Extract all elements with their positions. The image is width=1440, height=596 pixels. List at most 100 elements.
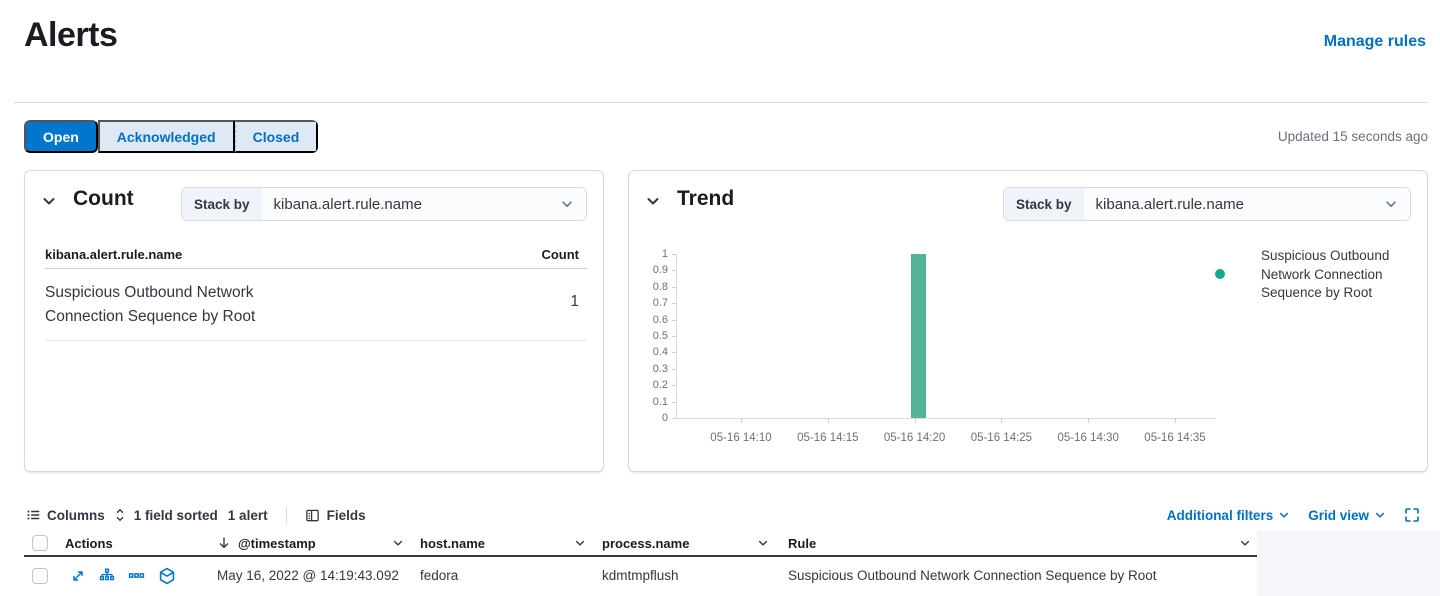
table-row: May 16, 2022 @ 14:19:43.092 fedora kdmtm… bbox=[24, 557, 1257, 594]
x-tick-mark bbox=[827, 418, 829, 423]
y-tick-mark bbox=[672, 401, 676, 403]
tab-closed[interactable]: Closed bbox=[234, 120, 319, 153]
analyzer-graph-icon[interactable] bbox=[99, 568, 115, 584]
fullscreen-icon bbox=[1404, 507, 1420, 523]
column-menu-chevron-icon[interactable] bbox=[574, 537, 586, 549]
y-tick-mark bbox=[672, 368, 676, 370]
trend-stack-by-value: kibana.alert.rule.name bbox=[1095, 195, 1244, 213]
y-axis-label: 0.3 bbox=[652, 362, 668, 375]
header-checkbox-cell bbox=[24, 535, 56, 551]
header-timestamp[interactable]: @timestamp bbox=[208, 536, 410, 551]
tab-open[interactable]: Open bbox=[24, 120, 98, 153]
fields-button-label: Fields bbox=[326, 507, 366, 523]
chevron-down-icon bbox=[1278, 509, 1290, 521]
sort-icon bbox=[113, 508, 127, 522]
y-tick-mark bbox=[672, 336, 676, 337]
legend-series-label[interactable]: Suspicious Outbound Network Connection S… bbox=[1261, 248, 1390, 300]
grid-view-button[interactable]: Grid view bbox=[1308, 508, 1386, 523]
toolbar-divider bbox=[285, 507, 287, 523]
count-table-row-rule bbox=[45, 340, 587, 341]
alerts-table-header-row: Actions @timestamp host.name process.nam… bbox=[24, 531, 1257, 557]
count-stack-by-label: Stack by bbox=[182, 188, 262, 220]
y-axis-label: 0.1 bbox=[652, 395, 668, 408]
y-axis-label: 0.7 bbox=[652, 297, 668, 310]
row-process-name[interactable]: kdmtmpflush bbox=[602, 568, 679, 583]
y-axis-label: 0.2 bbox=[652, 379, 668, 392]
column-menu-chevron-icon[interactable] bbox=[757, 537, 769, 549]
count-panel-title: Count bbox=[73, 187, 134, 210]
fields-table-icon bbox=[305, 508, 320, 523]
additional-filters-label: Additional filters bbox=[1166, 507, 1274, 523]
count-table-header-rule bbox=[45, 268, 587, 269]
columns-button[interactable]: Columns bbox=[26, 508, 105, 523]
x-axis-line bbox=[676, 418, 1216, 419]
trend-bar bbox=[910, 254, 926, 418]
session-view-icon[interactable] bbox=[158, 567, 176, 585]
row-host-name[interactable]: fedora bbox=[420, 568, 459, 583]
column-menu-chevron-icon[interactable] bbox=[392, 537, 404, 549]
row-actions-cell bbox=[56, 567, 208, 585]
header-timestamp-label: @timestamp bbox=[238, 535, 316, 551]
count-table-field-header: kibana.alert.rule.name bbox=[45, 247, 183, 262]
header-host-label: host.name bbox=[420, 535, 486, 551]
grid-view-label: Grid view bbox=[1308, 507, 1369, 523]
row-checkbox-cell bbox=[24, 567, 56, 584]
count-stack-by-value: kibana.alert.rule.name bbox=[273, 195, 422, 213]
header-host-name[interactable]: host.name bbox=[410, 536, 592, 551]
sorted-fields-label: 1 field sorted bbox=[133, 507, 218, 523]
x-tick-mark bbox=[1088, 418, 1090, 423]
additional-filters-button[interactable]: Additional filters bbox=[1167, 508, 1291, 523]
y-tick-mark bbox=[672, 270, 676, 272]
more-actions-icon[interactable] bbox=[128, 567, 145, 584]
status-filter-group: Open Acknowledged Closed bbox=[24, 120, 319, 153]
sorted-fields-button[interactable]: 1 field sorted bbox=[113, 508, 218, 523]
row-checkbox[interactable] bbox=[32, 567, 48, 584]
trend-collapse-chevron-icon[interactable] bbox=[645, 193, 661, 209]
trend-stack-by-label: Stack by bbox=[1004, 188, 1084, 220]
x-axis-label: 05-16 14:30 bbox=[1057, 432, 1119, 444]
trend-stack-by-control: Stack by kibana.alert.rule.name bbox=[1003, 187, 1411, 221]
count-stack-by-select[interactable]: kibana.alert.rule.name bbox=[261, 188, 586, 220]
alert-count-badge: 1 alert bbox=[227, 507, 268, 523]
y-axis-label: 0.9 bbox=[652, 264, 668, 277]
x-axis-label: 05-16 14:15 bbox=[797, 432, 859, 444]
count-table-count-header: Count bbox=[541, 247, 579, 262]
manage-rules-link[interactable]: Manage rules bbox=[1323, 33, 1426, 50]
header-actions: Actions bbox=[56, 536, 208, 551]
expand-alert-icon[interactable] bbox=[70, 568, 86, 584]
y-tick-mark bbox=[672, 303, 676, 305]
header-rule[interactable]: Rule bbox=[775, 536, 1257, 551]
count-collapse-chevron-icon[interactable] bbox=[41, 193, 57, 209]
row-rule[interactable]: Suspicious Outbound Network Connection S… bbox=[788, 568, 1157, 583]
row-timestamp[interactable]: May 16, 2022 @ 14:19:43.092 bbox=[217, 568, 399, 583]
column-menu-chevron-icon[interactable] bbox=[1239, 537, 1251, 549]
count-stack-by-control: Stack by kibana.alert.rule.name bbox=[181, 187, 587, 221]
header-rule-label: Rule bbox=[788, 535, 817, 551]
chevron-down-icon bbox=[1374, 509, 1386, 521]
fullscreen-button[interactable] bbox=[1404, 507, 1420, 523]
select-all-checkbox[interactable] bbox=[32, 535, 48, 551]
chevron-down-icon bbox=[1384, 197, 1398, 211]
y-axis-label: 0.4 bbox=[652, 346, 668, 359]
count-table-row-field: Suspicious Outbound Network Connection S… bbox=[45, 284, 256, 325]
header-process-name[interactable]: process.name bbox=[592, 536, 775, 551]
header-process-label: process.name bbox=[602, 535, 690, 551]
header-divider bbox=[14, 102, 1428, 103]
y-tick-mark bbox=[672, 352, 676, 354]
y-axis-label: 0.6 bbox=[652, 313, 668, 326]
y-tick-mark bbox=[672, 254, 676, 255]
columns-list-icon bbox=[26, 508, 40, 522]
page-title: Alerts bbox=[24, 16, 118, 54]
trend-stack-by-select[interactable]: kibana.alert.rule.name bbox=[1083, 188, 1410, 220]
y-axis-label: 0.8 bbox=[652, 280, 668, 293]
alerts-table: Actions @timestamp host.name process.nam… bbox=[24, 531, 1257, 596]
chevron-down-icon bbox=[560, 197, 574, 211]
x-axis-label: 05-16 14:20 bbox=[883, 432, 946, 444]
y-tick-mark bbox=[672, 385, 676, 387]
sort-descending-arrow-icon bbox=[217, 536, 231, 550]
tab-acknowledged[interactable]: Acknowledged bbox=[97, 120, 235, 153]
updated-status-text: Updated 15 seconds ago bbox=[1277, 129, 1428, 144]
x-axis-label: 05-16 14:10 bbox=[710, 432, 772, 444]
y-axis-label: 1 bbox=[661, 248, 668, 260]
fields-button[interactable]: Fields bbox=[305, 508, 366, 523]
